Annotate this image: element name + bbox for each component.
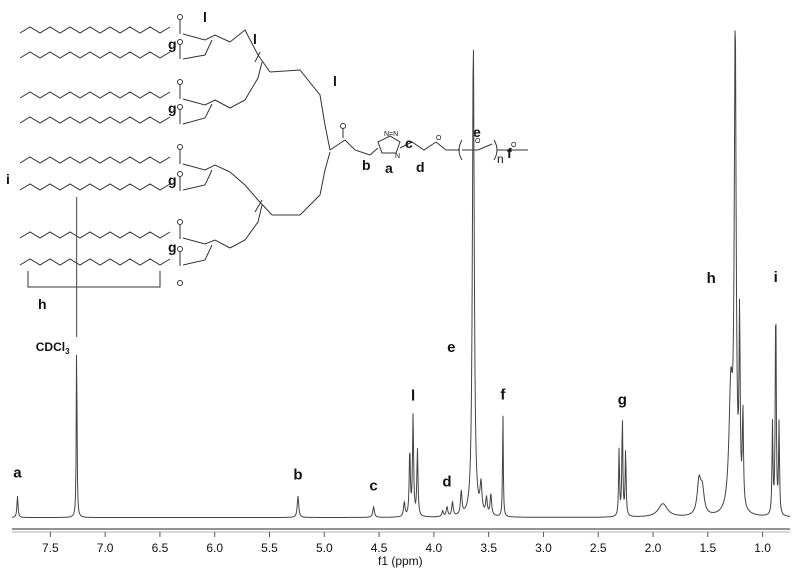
x-tick-label: 1.0 — [754, 541, 771, 555]
chain-bracket-h — [27, 271, 161, 288]
struct-label-a: a — [385, 160, 393, 176]
struct-label-g1: g — [168, 36, 177, 52]
peak-label-i: i — [774, 269, 778, 286]
struct-label-g4: g — [168, 239, 177, 255]
peg-o-label-3: O — [511, 142, 517, 149]
x-tick-label: 6.5 — [152, 541, 169, 555]
x-tick-label: 4.0 — [426, 541, 443, 555]
molecular-structure: N=N N O O O g g g g l l l i a b c d e f … — [6, 9, 528, 312]
struct-label-c: c — [405, 135, 413, 151]
struct-label-i: i — [6, 171, 10, 187]
struct-label-n: n — [497, 152, 504, 166]
struct-label-h: h — [38, 296, 47, 312]
ester-groups — [177, 14, 183, 286]
peak-label-d: d — [442, 474, 451, 491]
x-tick-label: 7.5 — [42, 541, 59, 555]
peak-label-f: f — [500, 387, 506, 404]
struct-label-l3: l — [333, 73, 337, 89]
peg-o-label: O — [436, 135, 442, 142]
x-axis: 7.5 7.0 6.5 6.0 5.5 5.0 4.5 4.0 3.5 3.0 2.5 2.0 1.5 1… — [12, 528, 790, 568]
triazole-n-label-2: N — [395, 153, 400, 160]
spectrum-trace — [12, 30, 790, 518]
structure-atom-labels: N=N N O O O — [384, 131, 517, 160]
x-tick-label: 3.5 — [480, 541, 497, 555]
peak-label-l: l — [411, 387, 415, 404]
triazole-peg-linker — [369, 135, 528, 161]
x-tick-label: 5.0 — [316, 541, 333, 555]
dendron-branches — [182, 29, 371, 266]
x-tick-label: 6.0 — [206, 541, 223, 555]
peak-label-e: e — [447, 339, 455, 356]
x-tick-label: 4.5 — [371, 541, 388, 555]
struct-label-b: b — [362, 157, 371, 173]
peak-label-cdcl3: CDCl3 — [36, 340, 70, 356]
x-axis-label: f1 (ppm) — [378, 554, 423, 568]
x-tick-label: 5.5 — [261, 541, 278, 555]
spectrum-plot: a CDCl3 b c l d e f g h i — [12, 30, 790, 518]
peak-label-g: g — [618, 391, 627, 408]
x-tick-label: 2.5 — [590, 541, 607, 555]
peak-label-c: c — [369, 477, 377, 494]
struct-label-f: f — [507, 145, 512, 161]
peak-label-a: a — [13, 464, 22, 481]
struct-label-g3: g — [168, 172, 177, 188]
x-tick-label: 7.0 — [97, 541, 114, 555]
struct-label-g2: g — [168, 100, 177, 116]
peak-label-b: b — [293, 466, 302, 483]
alkyl-chains — [19, 26, 171, 266]
struct-label-l2: l — [253, 31, 257, 47]
x-tick-label: 1.5 — [699, 541, 716, 555]
x-axis-ticks: 7.5 7.0 6.5 6.0 5.5 5.0 4.5 4.0 3.5 3.0 2.5 2.0 1.5 1… — [42, 532, 771, 555]
triazole-n-label: N=N — [384, 131, 398, 138]
struct-label-l1: l — [203, 9, 207, 25]
x-tick-label: 2.0 — [645, 541, 662, 555]
x-tick-label: 3.0 — [535, 541, 552, 555]
struct-label-d: d — [416, 159, 425, 175]
peak-label-h: h — [707, 270, 716, 287]
peg-o-label-2: O — [475, 138, 481, 145]
struct-label-e: e — [473, 124, 481, 140]
